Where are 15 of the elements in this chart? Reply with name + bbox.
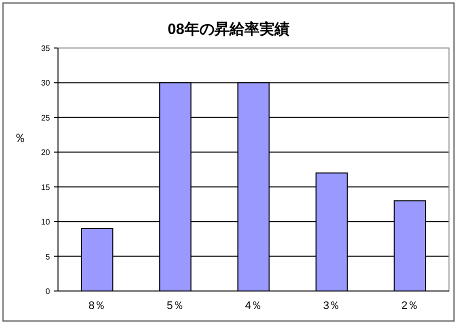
x-tick-label: 3％ <box>323 300 340 312</box>
x-tick-label: 2％ <box>401 300 418 312</box>
y-tick-label: 25 <box>41 113 51 122</box>
y-axis-title: ％ <box>14 131 26 145</box>
x-tick-label: 4％ <box>244 300 262 312</box>
y-tick-label: 35 <box>41 44 51 53</box>
y-tick-label: 5 <box>46 252 51 262</box>
x-tick-label: 5％ <box>166 300 184 312</box>
y-tick-label: 10 <box>41 218 51 227</box>
y-tick-label: 20 <box>41 148 51 158</box>
y-tick-label: 0 <box>46 287 51 296</box>
y-tick-label: 15 <box>41 182 51 192</box>
y-tick-label: 30 <box>41 78 51 88</box>
chart-title: 08年の昇給率実績 <box>168 20 290 38</box>
x-tick-label: 8％ <box>88 300 106 312</box>
